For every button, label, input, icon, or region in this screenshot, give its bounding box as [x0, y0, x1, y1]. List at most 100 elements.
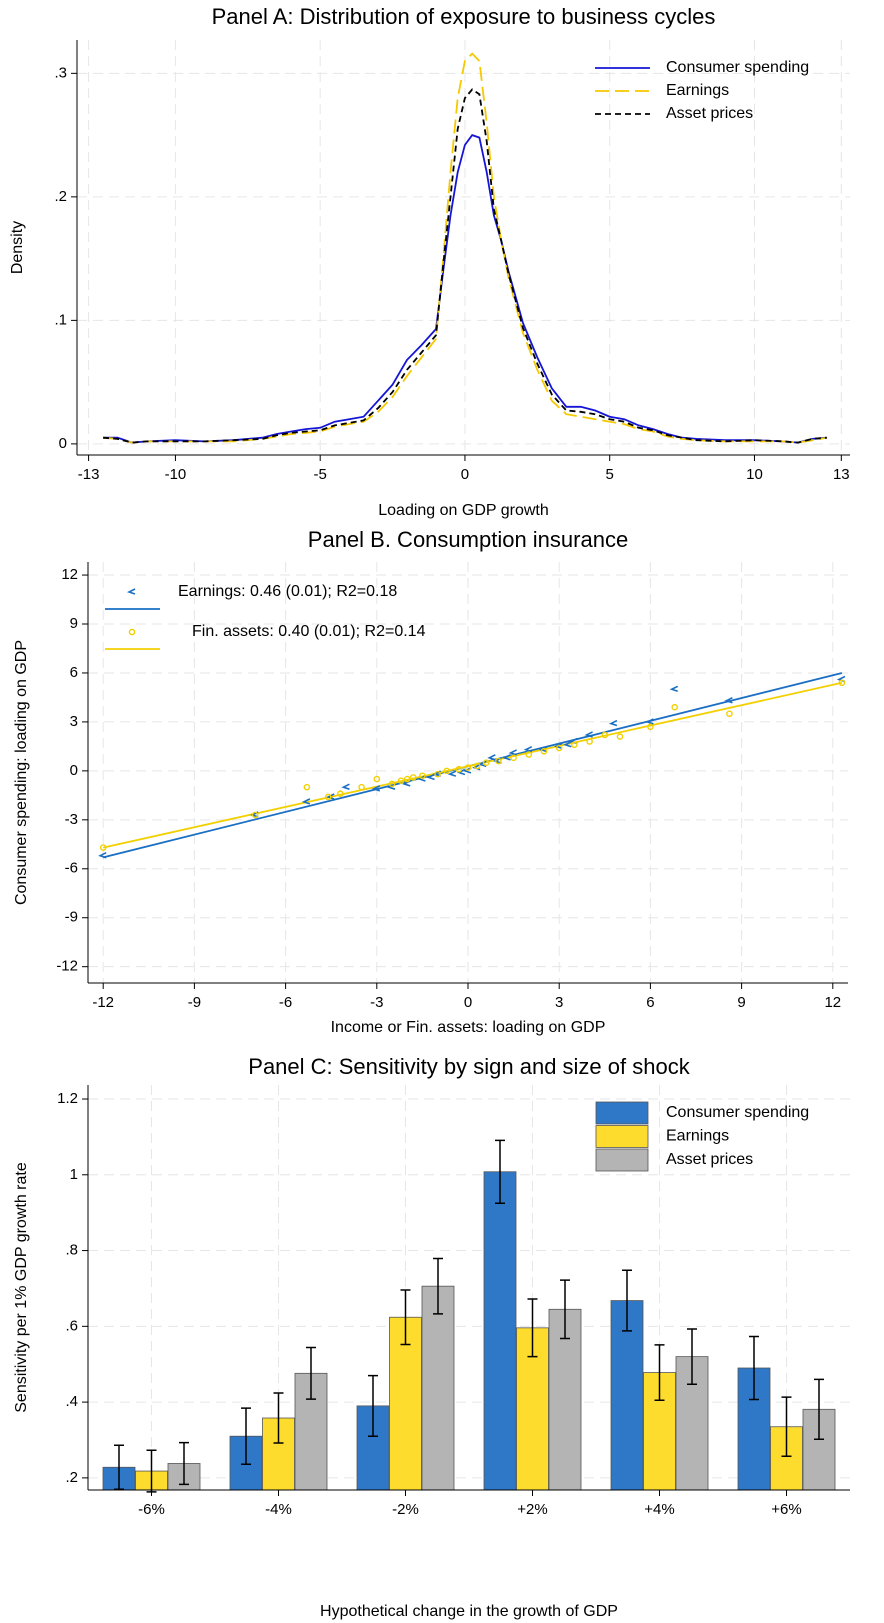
- error-bar: [146, 1449, 157, 1493]
- y-tick-label: 6: [70, 664, 78, 681]
- density-line: [103, 134, 827, 444]
- point: [726, 710, 733, 718]
- bar: [610, 1300, 644, 1491]
- legend-label: Asset prices: [666, 1151, 753, 1168]
- error-bar: [527, 1298, 538, 1358]
- point: [371, 785, 381, 792]
- y-tick-label: 1.2: [57, 1090, 78, 1107]
- x-tick-label: -3: [370, 994, 383, 1011]
- legend-label: Consumer spending: [666, 59, 809, 76]
- point: [554, 742, 563, 750]
- point: [645, 718, 654, 725]
- y-tick-label: -9: [65, 909, 78, 926]
- point: [671, 703, 679, 711]
- error-bar: [114, 1444, 124, 1490]
- legend-label: Earnings: 0.46 (0.01); R2=0.18: [178, 583, 397, 600]
- panel: Panel A: Distribution of exposure to bus…: [9, 4, 850, 519]
- point: [508, 749, 517, 756]
- point: [464, 764, 472, 771]
- bar: [548, 1308, 582, 1491]
- point: [99, 844, 107, 851]
- point: [388, 780, 396, 788]
- x-tick-label: 9: [737, 994, 745, 1011]
- point: [419, 772, 426, 780]
- point: [601, 731, 609, 739]
- point: [647, 723, 654, 731]
- y-tick-label: .6: [65, 1317, 78, 1334]
- y-tick-label: 12: [61, 566, 78, 583]
- error-bar: [687, 1328, 697, 1386]
- error-bar: [368, 1374, 378, 1437]
- point: [373, 775, 381, 783]
- point: [301, 798, 311, 805]
- point: [538, 745, 548, 753]
- legend-label: Asset prices: [666, 105, 753, 122]
- bar: [421, 1285, 455, 1491]
- point: [523, 745, 533, 753]
- x-tick-label: 6: [646, 994, 654, 1011]
- point: [98, 852, 107, 859]
- density-line: [103, 52, 827, 444]
- point: [386, 783, 396, 790]
- point: [128, 628, 136, 636]
- point: [426, 773, 435, 781]
- error-bar: [622, 1269, 632, 1332]
- x-tick-label: 5: [606, 466, 614, 483]
- x-tick-label: -13: [78, 466, 100, 483]
- point: [510, 754, 517, 762]
- x-tick-label: 0: [461, 466, 469, 483]
- error-bar: [179, 1441, 189, 1486]
- point: [251, 811, 259, 819]
- point: [443, 767, 451, 775]
- y-tick-label: 0: [59, 435, 67, 452]
- x-tick-label: 12: [824, 994, 841, 1011]
- x-tick-label: 3: [555, 994, 563, 1011]
- error-bar: [495, 1139, 505, 1204]
- point: [608, 719, 618, 727]
- panel: Panel B. Consumption insurance Income or …: [13, 527, 848, 1036]
- error-bar: [654, 1344, 665, 1401]
- legend-swatch: [595, 1101, 649, 1125]
- panel: Panel C: Sensitivity by sign and size of…: [13, 1054, 850, 1620]
- point: [502, 754, 511, 761]
- point: [571, 741, 578, 749]
- legend-label: Earnings: [666, 82, 729, 99]
- y-tick-label: -3: [65, 811, 78, 828]
- x-tick-label: -12: [92, 994, 114, 1011]
- error-bar: [273, 1392, 284, 1444]
- y-tick-label: .2: [65, 1469, 78, 1486]
- x-tick-label: -5: [314, 466, 327, 483]
- point: [462, 767, 472, 774]
- point: [403, 775, 411, 783]
- legend-swatch: [595, 1125, 649, 1148]
- point: [358, 783, 365, 791]
- x-tick-label: +6%: [771, 1501, 801, 1518]
- point: [409, 774, 417, 781]
- point: [455, 765, 463, 773]
- point: [563, 741, 572, 748]
- x-tick-label: -4%: [265, 1501, 292, 1518]
- point: [482, 759, 490, 767]
- legend-swatch: [595, 1148, 649, 1172]
- error-bar: [781, 1396, 792, 1458]
- x-tick-label: +2%: [517, 1501, 547, 1518]
- error-bar: [749, 1335, 759, 1401]
- x-axis-title: Income or Fin. assets: loading on GDP: [331, 1019, 606, 1036]
- x-axis-title: Loading on GDP growth: [378, 502, 548, 519]
- point: [126, 588, 136, 595]
- chart-title: Panel A: Distribution of exposure to bus…: [212, 4, 716, 29]
- x-tick-label: -10: [165, 466, 187, 483]
- y-tick-label: .1: [54, 311, 67, 328]
- point: [838, 679, 846, 687]
- error-bar: [814, 1378, 824, 1440]
- x-tick-label: -2%: [392, 1501, 419, 1518]
- legend-label: Earnings: [666, 1128, 729, 1145]
- error-bar: [306, 1346, 316, 1400]
- x-tick-label: +4%: [644, 1501, 674, 1518]
- point: [337, 790, 344, 798]
- point: [324, 793, 332, 801]
- error-bar: [400, 1289, 411, 1346]
- point: [555, 744, 563, 752]
- legend-label: Fin. assets: 0.40 (0.01); R2=0.14: [192, 623, 426, 640]
